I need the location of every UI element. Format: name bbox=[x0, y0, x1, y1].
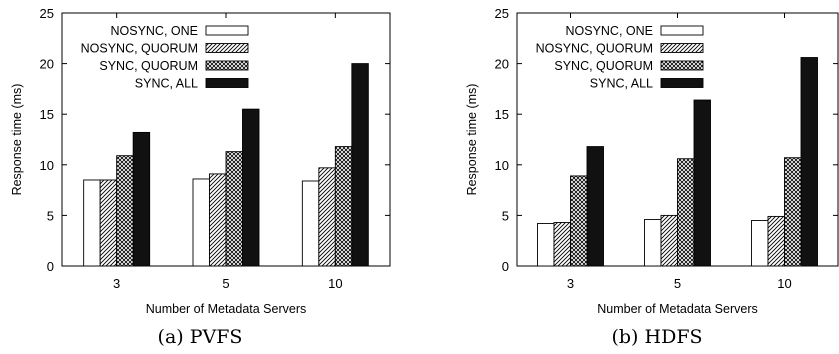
legend-label: SYNC, ALL bbox=[135, 77, 198, 91]
y-tick-label: 5 bbox=[502, 208, 509, 223]
bar-hdfs-10-s0 bbox=[751, 220, 769, 267]
bar-pvfs-3-s2 bbox=[116, 155, 134, 267]
chart-pvfs: 0 5 10 15 20 25 3 5 10 NOSYNC, ONE NOSYNC, QUORUM S… bbox=[10, 6, 391, 348]
bar-pvfs-10-s2 bbox=[334, 146, 353, 267]
legend-swatch bbox=[660, 25, 704, 36]
y-tick-label: 15 bbox=[495, 107, 509, 122]
bar-hdfs-10-s1 bbox=[767, 215, 785, 267]
bar-pvfs-10-s3 bbox=[351, 63, 369, 267]
y-tick-label: 5 bbox=[47, 208, 54, 223]
subfigure-caption: (a) PVFS bbox=[158, 326, 243, 348]
legend-swatch bbox=[660, 78, 704, 88]
bar-pvfs-5-s0 bbox=[192, 178, 210, 267]
legend-swatch bbox=[660, 43, 704, 53]
y-tick-label: 10 bbox=[495, 158, 509, 173]
subfigure-caption: (b) HDFS bbox=[611, 326, 702, 348]
bar-hdfs-5-s3 bbox=[693, 99, 711, 267]
x-tick-label: 3 bbox=[113, 276, 120, 291]
bar-hdfs-10-s3 bbox=[800, 57, 818, 267]
legend-label: SYNC, QUORUM bbox=[99, 59, 198, 73]
legend-swatch bbox=[205, 43, 249, 53]
x-axis-title: Number of Metadata Servers bbox=[146, 302, 307, 316]
x-axis-title: Number of Metadata Servers bbox=[597, 302, 758, 316]
bar-pvfs-3-s1 bbox=[99, 179, 118, 267]
legend-label: NOSYNC, ONE bbox=[110, 24, 198, 38]
legend-swatch bbox=[205, 78, 249, 88]
y-tick-label: 20 bbox=[40, 57, 54, 72]
bar-hdfs-5-s1 bbox=[660, 214, 678, 267]
x-tick-label: 3 bbox=[567, 276, 574, 291]
legend-swatch bbox=[660, 60, 704, 71]
x-tick-label: 10 bbox=[328, 276, 342, 291]
y-tick-label: 10 bbox=[40, 158, 54, 173]
chart-hdfs: 0 5 10 15 20 25 3 5 10 NOSYNC, ONE NOSYNC, QUORUM S… bbox=[465, 6, 839, 348]
legend-label: SYNC, QUORUM bbox=[554, 59, 653, 73]
bar-pvfs-3-s3 bbox=[132, 131, 151, 267]
bar-hdfs-3-s1 bbox=[553, 222, 571, 267]
bar-pvfs-10-s1 bbox=[318, 167, 336, 267]
y-tick-label: 25 bbox=[495, 6, 509, 21]
legend-swatch bbox=[205, 25, 249, 36]
y-tick-label: 20 bbox=[495, 57, 509, 72]
x-tick-label: 5 bbox=[222, 276, 229, 291]
legend-label: NOSYNC, ONE bbox=[565, 24, 653, 38]
bar-pvfs-10-s0 bbox=[301, 180, 320, 267]
bar-pvfs-5-s1 bbox=[209, 173, 227, 267]
legend-swatch bbox=[205, 60, 249, 71]
legend-label: SYNC, ALL bbox=[590, 77, 653, 91]
y-tick-label: 25 bbox=[40, 6, 54, 21]
legend-label: NOSYNC, QUORUM bbox=[81, 42, 198, 56]
bar-hdfs-5-s2 bbox=[677, 158, 695, 267]
legend-label: NOSYNC, QUORUM bbox=[536, 42, 653, 56]
y-tick-label: 0 bbox=[47, 259, 54, 274]
bar-hdfs-10-s2 bbox=[784, 157, 802, 267]
bar-pvfs-5-s2 bbox=[225, 151, 243, 267]
bar-pvfs-5-s3 bbox=[242, 108, 260, 267]
x-tick-label: 5 bbox=[674, 276, 681, 291]
x-tick-label: 10 bbox=[777, 276, 791, 291]
bar-hdfs-3-s0 bbox=[537, 223, 555, 267]
bar-pvfs-3-s0 bbox=[83, 179, 101, 267]
bar-hdfs-3-s3 bbox=[586, 146, 604, 267]
bar-hdfs-5-s0 bbox=[644, 218, 662, 267]
bar-hdfs-3-s2 bbox=[570, 175, 588, 267]
y-tick-label: 15 bbox=[40, 107, 54, 122]
y-tick-label: 0 bbox=[502, 259, 509, 274]
y-axis-title: Response time (ms) bbox=[465, 84, 479, 196]
y-axis-title: Response time (ms) bbox=[10, 84, 24, 196]
